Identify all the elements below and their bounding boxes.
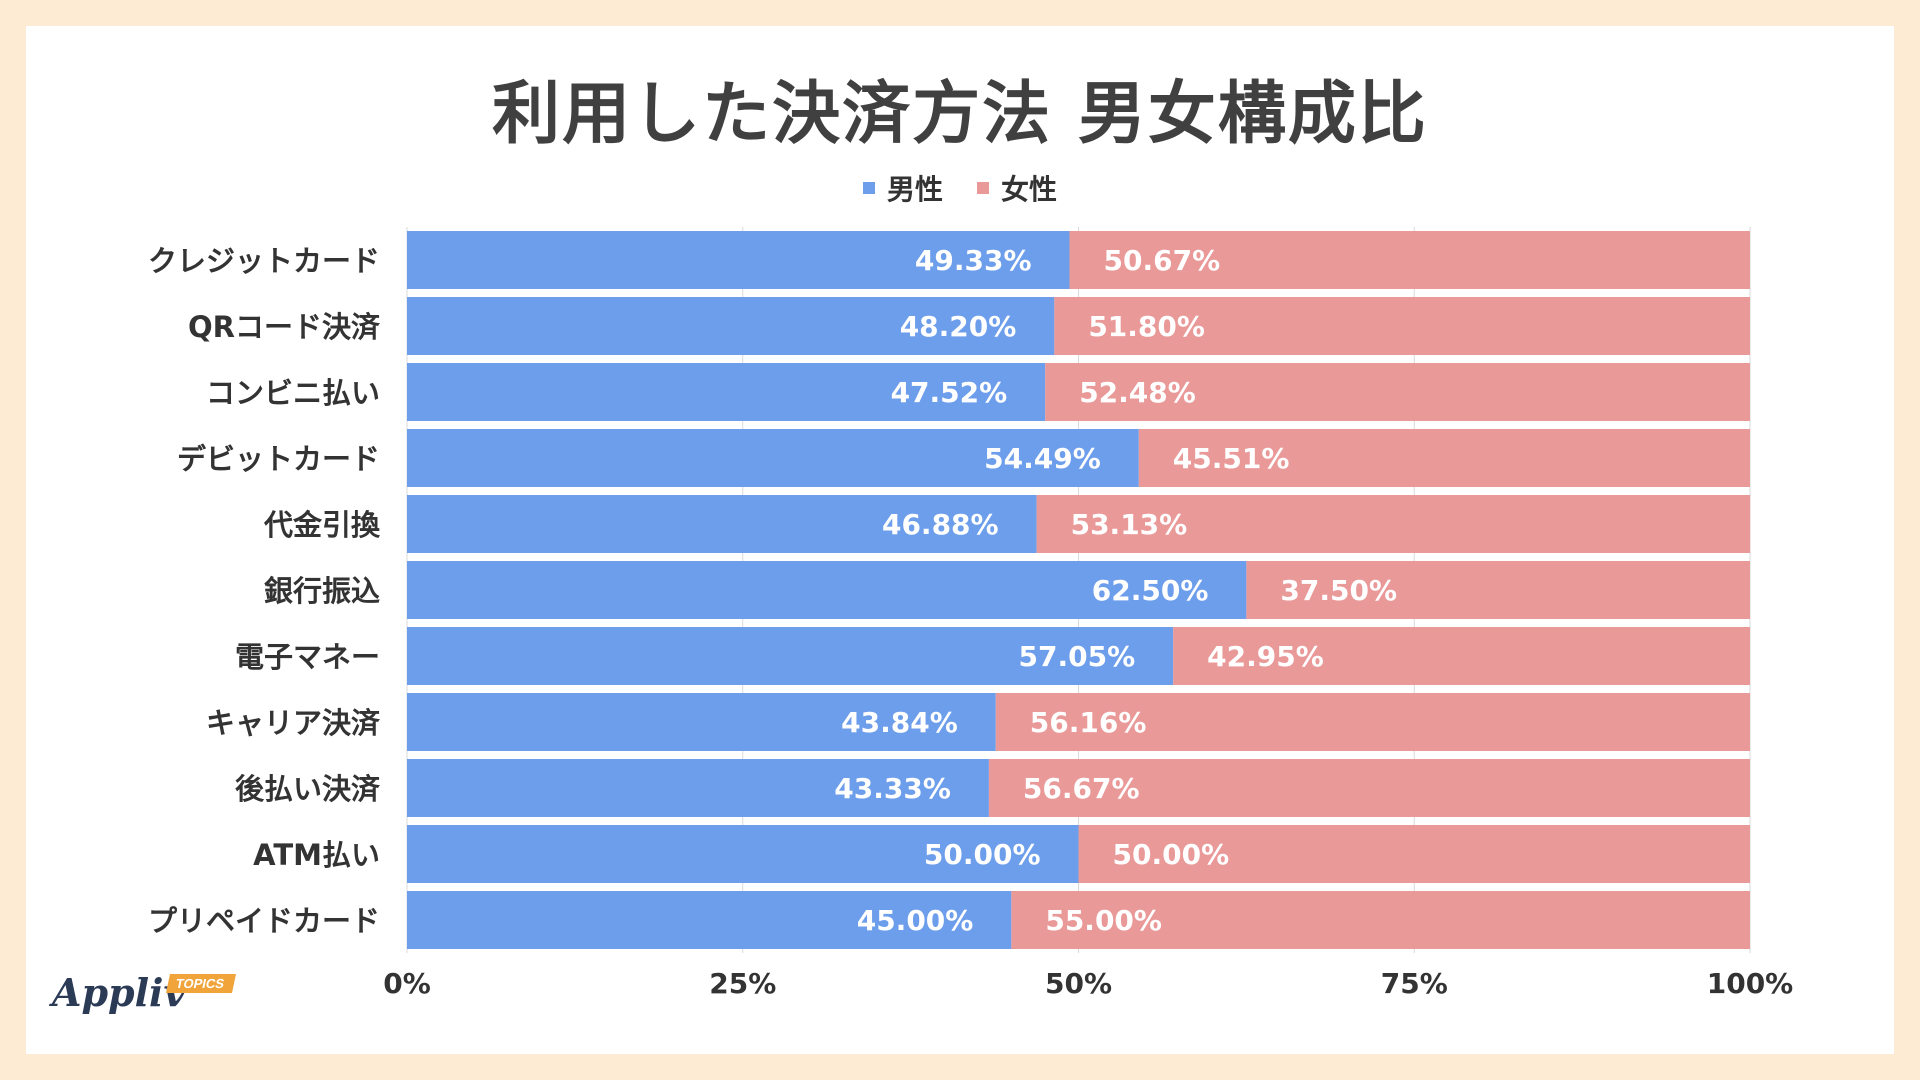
category-label-2: コンビニ払い — [206, 376, 380, 410]
data-label-male-3: 54.49% — [984, 442, 1101, 475]
bar-female-3 — [1138, 429, 1750, 487]
bar-male-8 — [407, 759, 989, 817]
data-label-female-2: 52.48% — [1079, 376, 1196, 409]
x-tick-label-2: 50% — [1045, 967, 1112, 1000]
legend: 男性 女性 — [0, 168, 1920, 208]
bar-female-9 — [1078, 825, 1750, 883]
data-label-male-10: 45.00% — [857, 904, 974, 937]
x-tick-label-0: 0% — [383, 967, 431, 1000]
appliv-logo: Appliv — [52, 970, 186, 1015]
data-label-female-8: 56.67% — [1023, 772, 1140, 805]
data-label-male-4: 46.88% — [882, 508, 999, 541]
data-label-female-7: 56.16% — [1030, 706, 1147, 739]
data-label-female-3: 45.51% — [1173, 442, 1290, 475]
data-label-female-9: 50.00% — [1113, 838, 1230, 871]
category-label-5: 銀行振込 — [264, 574, 380, 608]
data-label-male-7: 43.84% — [841, 706, 958, 739]
x-tick-label-3: 75% — [1381, 967, 1448, 1000]
data-label-female-1: 51.80% — [1088, 310, 1205, 343]
bar-male-9 — [407, 825, 1079, 883]
legend-item-female: 女性 — [977, 168, 1057, 208]
data-label-female-5: 37.50% — [1280, 574, 1397, 607]
x-tick-label-1: 25% — [709, 967, 776, 1000]
category-label-0: クレジットカード — [148, 244, 380, 278]
bar-male-3 — [407, 429, 1139, 487]
category-label-1: QRコード決済 — [188, 310, 381, 344]
legend-swatch-male — [862, 182, 875, 194]
legend-label-female: 女性 — [1001, 173, 1058, 206]
data-label-female-4: 53.13% — [1071, 508, 1188, 541]
category-label-7: キャリア決済 — [206, 706, 381, 740]
data-label-female-10: 55.00% — [1045, 904, 1162, 937]
bar-female-4 — [1036, 495, 1751, 553]
bar-male-2 — [407, 363, 1046, 421]
data-label-male-2: 47.52% — [891, 376, 1008, 409]
bar-female-0 — [1069, 231, 1750, 289]
data-label-male-1: 48.20% — [900, 310, 1017, 343]
bar-male-0 — [407, 231, 1070, 289]
category-label-3: デビットカード — [177, 442, 380, 476]
appliv-logo-tag: TOPICS — [165, 974, 237, 993]
category-label-4: 代金引換 — [263, 508, 381, 542]
bar-male-10 — [407, 891, 1012, 949]
data-label-male-6: 57.05% — [1019, 640, 1136, 673]
data-label-female-0: 50.67% — [1104, 244, 1221, 277]
legend-label-male: 男性 — [886, 173, 943, 206]
chart-title: 利用した決済方法 男女構成比 — [492, 75, 1428, 154]
bar-female-1 — [1054, 297, 1750, 355]
bar-male-1 — [407, 297, 1055, 355]
bar-female-2 — [1045, 363, 1750, 421]
category-label-10: プリペイドカード — [148, 904, 380, 938]
data-label-female-6: 42.95% — [1207, 640, 1324, 673]
bar-male-5 — [407, 561, 1247, 619]
bar-female-10 — [1011, 891, 1750, 949]
bar-male-4 — [407, 495, 1037, 553]
data-label-male-8: 43.33% — [834, 772, 951, 805]
bar-female-7 — [995, 693, 1750, 751]
bar-male-7 — [407, 693, 996, 751]
data-label-male-5: 62.50% — [1092, 574, 1209, 607]
bar-female-6 — [1173, 627, 1750, 685]
category-label-6: 電子マネー — [235, 640, 380, 674]
x-tick-label-4: 100% — [1707, 967, 1794, 1000]
category-label-9: ATM払い — [253, 838, 380, 872]
bar-male-6 — [407, 627, 1174, 685]
legend-swatch-female — [977, 182, 989, 194]
legend-item-male: 男性 — [862, 168, 943, 208]
bar-female-8 — [988, 759, 1750, 817]
data-label-male-9: 50.00% — [924, 838, 1041, 871]
data-label-male-0: 49.33% — [915, 244, 1032, 277]
category-label-8: 後払い決済 — [235, 772, 381, 806]
bar-female-5 — [1246, 561, 1750, 619]
